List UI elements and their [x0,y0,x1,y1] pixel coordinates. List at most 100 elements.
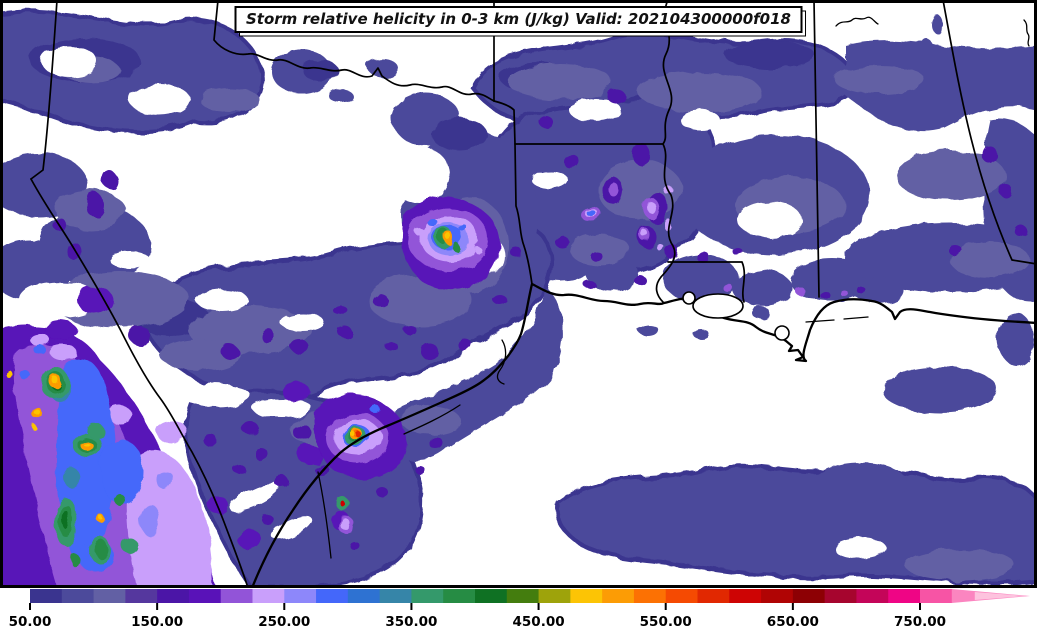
colorbar-segment [633,589,667,603]
helicity-field [0,9,1037,588]
contour-blob [452,243,460,251]
contour-blob [948,245,962,255]
contour-blob [261,329,275,343]
coastal-texas-max [314,395,407,532]
contour-blob [692,328,708,338]
contour-blob [415,228,425,236]
coastline [250,282,1037,588]
colorbar-segment [30,589,63,603]
colorbar-segment [443,589,476,603]
contour-blob [841,291,849,297]
contour-blob [351,543,361,551]
contour-blob [983,146,997,164]
border-nm-tx [30,0,58,180]
contour-blob [242,421,258,435]
contour-blob [5,369,11,377]
lake-pontchartrain [692,293,744,319]
contour-blob [432,119,488,151]
contour-blob [333,305,347,315]
contour-blob [20,370,30,380]
contour-blob [835,66,925,94]
contour-blob [238,530,262,550]
contour-blob [203,434,217,446]
contour-blob [585,209,595,215]
contour-blob [853,276,903,304]
contour-blob [280,313,324,331]
contour-blob [662,254,738,302]
colorbar-segment [475,589,508,603]
galveston-bay [496,339,507,385]
contour-blob [474,247,482,253]
contour-blob [51,375,57,383]
contour-blob [680,110,720,130]
contour-blob [196,289,248,311]
contour-blob [27,133,63,151]
contour-blob [510,247,522,257]
contour-blob [108,406,132,424]
colorbar-segment [888,589,921,603]
contour-blob [608,182,618,196]
contour-blob [932,16,944,34]
contour-blob [607,89,625,103]
colorbar-segment [729,589,762,603]
map-frame [0,0,1037,588]
contour-blob [103,171,117,189]
contour-blob [834,537,886,559]
contour-blob [110,251,150,269]
colorbar-segment [665,589,699,603]
colorbar-tick-label: 650.00 [767,614,819,630]
contour-blob [696,250,708,262]
contour-blob [126,363,178,381]
colorbar-tick-label: 50.00 [9,614,52,630]
contour-blob [539,116,553,128]
colorbar-segment [93,589,126,603]
contour-blob [641,229,647,237]
colorbar-segment [61,589,95,603]
contour-blob [44,320,76,340]
contour-blob [130,84,190,116]
contour-blob [338,518,350,528]
contour-blob [302,60,338,80]
colorbar-segment [252,589,285,603]
contour-blob [415,466,425,474]
contour-blob [532,171,568,189]
contour-blob [751,306,769,318]
contour-blob [100,440,144,504]
contour-blob [569,98,621,122]
contour-blob [997,312,1033,364]
contour-blob [221,345,239,359]
contour-blob [390,147,450,203]
contour-blob [999,183,1011,197]
contour-blob [34,345,46,355]
contour-blob [633,144,651,166]
contour-blob [87,422,103,438]
contour-blob [845,40,1037,132]
contour-blob [328,88,352,102]
title-box: Storm relative helicity in 0-3 km (J/kg)… [234,6,803,33]
contour-blob [638,324,658,336]
contour-blob [564,155,580,169]
map-title: Storm relative helicity in 0-3 km (J/kg)… [246,10,791,28]
contour-blob [85,444,91,448]
contour-blob [1016,142,1037,198]
contour-blob [338,326,352,338]
colorbar-segment [316,589,349,603]
colorbar-tick-label: 450.00 [513,614,565,630]
colorbar-segment [602,589,635,603]
border-tx-ok-red-river [213,0,495,102]
contour-blob [122,538,138,554]
coastal-lake [774,325,790,341]
ms-sound-islands [805,316,869,323]
contour-blob [447,233,451,241]
colorbar-segment [220,589,254,603]
colorbar-segment [188,589,222,603]
contour-blob [732,270,792,306]
contour-blob [275,476,289,488]
contour-blob [493,295,507,305]
corner-river [1023,19,1030,47]
contour-blob [157,470,173,490]
contour-blob [732,247,742,255]
colorbar-segment [347,589,381,603]
matagorda-barrier [403,404,461,435]
contour-blob [790,258,874,302]
